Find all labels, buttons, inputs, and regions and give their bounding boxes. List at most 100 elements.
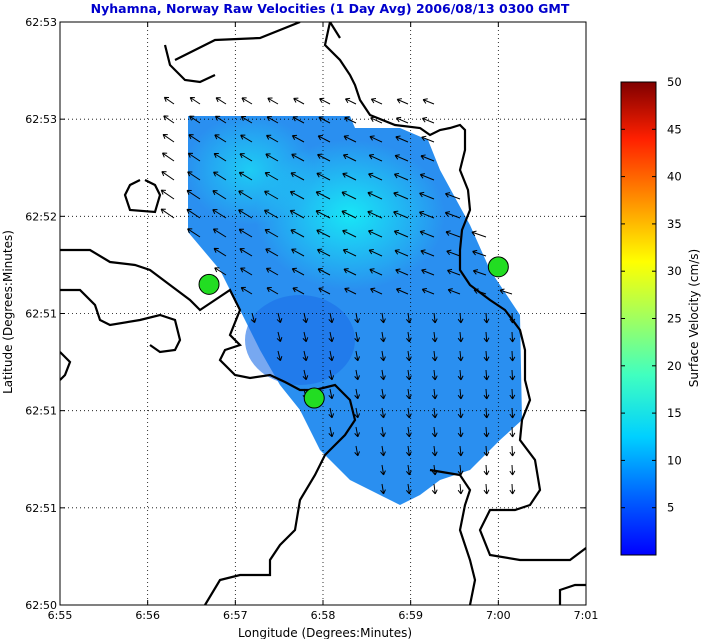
- velocity-arrow: [483, 483, 490, 495]
- velocity-arrow: [289, 209, 305, 219]
- chart-title: Nyhamna, Norway Raw Velocities (1 Day Av…: [91, 1, 570, 16]
- velocity-arrow: [444, 211, 461, 219]
- velocity-arrow: [483, 407, 490, 419]
- velocity-arrow: [212, 209, 227, 219]
- velocity-arrow: [240, 267, 253, 276]
- velocity-arrow: [457, 350, 464, 362]
- velocity-arrow: [187, 228, 201, 238]
- velocity-arrow: [369, 135, 383, 143]
- radar-sites: [198, 256, 509, 409]
- velocity-arrow: [393, 172, 409, 181]
- velocity-arrow: [405, 331, 412, 343]
- velocity-arrow: [263, 209, 279, 219]
- velocity-arrow: [431, 483, 438, 495]
- y-tick-label: 62:52: [25, 210, 57, 223]
- velocity-arrow: [447, 288, 461, 295]
- velocity-arrow: [483, 464, 490, 476]
- velocity-arrow: [509, 331, 516, 343]
- velocity-arrow: [419, 230, 435, 238]
- x-tick-label: 6:59: [398, 609, 423, 622]
- velocity-arrow: [395, 287, 409, 295]
- velocity-arrow: [421, 117, 435, 124]
- velocity-arrow: [328, 331, 335, 343]
- velocity-arrow: [370, 287, 383, 295]
- velocity-arrow: [215, 97, 227, 105]
- velocity-arrow: [421, 287, 435, 295]
- x-tick-label: 6:56: [135, 609, 160, 622]
- y-tick-label: 62:50: [25, 599, 57, 612]
- velocity-arrow: [367, 191, 383, 200]
- velocity-arrow: [214, 267, 227, 276]
- velocity-arrow: [316, 248, 331, 257]
- y-axis: 62:53 62:53 62:52 62:51 62:51 62:51 62:50: [25, 16, 586, 612]
- velocity-arrow: [421, 135, 435, 143]
- velocity-arrow: [369, 268, 383, 276]
- velocity-arrow: [291, 267, 305, 276]
- velocity-arrow: [457, 369, 464, 381]
- velocity-arrow: [240, 286, 253, 295]
- plot-area: [60, 22, 586, 605]
- velocity-arrow: [457, 407, 464, 419]
- velocity-arrow: [276, 350, 283, 362]
- velocity-arrow: [240, 134, 253, 143]
- velocity-arrow: [318, 287, 331, 295]
- velocity-arrow: [380, 407, 386, 419]
- velocity-arrow: [315, 190, 331, 200]
- colorbar-tick-label: 50: [667, 75, 682, 89]
- velocity-arrow: [509, 369, 516, 381]
- velocity-arrow: [431, 350, 438, 362]
- velocity-arrow: [163, 96, 175, 105]
- velocity-arrow: [212, 228, 227, 238]
- y-tick-label: 62:51: [25, 502, 57, 515]
- x-axis-label: Longitude (Degrees:Minutes): [238, 626, 412, 639]
- velocity-arrow: [161, 171, 175, 181]
- y-axis-label: Latitude (Degrees:Minutes): [1, 230, 15, 394]
- velocity-arrow: [241, 97, 253, 105]
- velocity-arrow: [445, 230, 461, 238]
- velocity-arrow: [344, 116, 357, 124]
- velocity-arrow: [213, 247, 227, 257]
- velocity-arrow: [344, 287, 357, 295]
- velocity-arrow: [420, 154, 435, 162]
- velocity-arrow: [405, 426, 412, 438]
- velocity-arrow: [238, 209, 253, 219]
- velocity-arrow: [431, 407, 438, 419]
- velocity-arrow: [189, 115, 201, 124]
- velocity-arrow: [238, 171, 253, 181]
- velocity-arrow: [266, 116, 279, 124]
- velocity-arrow: [162, 133, 175, 143]
- velocity-highlight-2: [185, 115, 315, 225]
- y-tick-label: 62:51: [25, 308, 57, 321]
- colorbar-tick-label: 45: [667, 122, 682, 136]
- velocity-arrow: [250, 312, 257, 324]
- velocity-arrow: [354, 331, 361, 343]
- velocity-arrow: [419, 191, 435, 200]
- colorbar-tick-label: 25: [667, 312, 682, 326]
- velocity-arrow: [393, 229, 409, 238]
- velocity-arrow: [213, 171, 227, 181]
- velocity-arrow: [457, 483, 464, 495]
- velocity-arrow: [405, 369, 412, 381]
- velocity-arrow: [354, 388, 361, 400]
- velocity-arrow: [380, 483, 386, 495]
- velocity-arrow: [291, 248, 305, 257]
- velocity-arrow: [264, 171, 279, 181]
- velocity-arrow: [343, 135, 357, 143]
- velocity-arrow: [302, 312, 309, 324]
- velocity-arrow: [354, 369, 361, 381]
- velocity-arrow: [213, 152, 227, 162]
- velocity-arrow: [161, 152, 175, 162]
- velocity-arrow: [368, 154, 383, 162]
- velocity-arrow: [266, 287, 279, 295]
- velocity-arrow: [509, 350, 516, 362]
- velocity-arrow: [457, 331, 464, 343]
- velocity-arrow: [483, 388, 490, 400]
- velocity-arrow: [187, 152, 201, 162]
- velocity-arrow: [446, 249, 461, 257]
- velocity-arrow: [214, 115, 227, 124]
- velocity-arrow: [483, 312, 490, 324]
- velocity-arrow: [341, 210, 357, 219]
- velocity-arrow: [509, 464, 516, 476]
- velocity-arrow: [292, 287, 305, 295]
